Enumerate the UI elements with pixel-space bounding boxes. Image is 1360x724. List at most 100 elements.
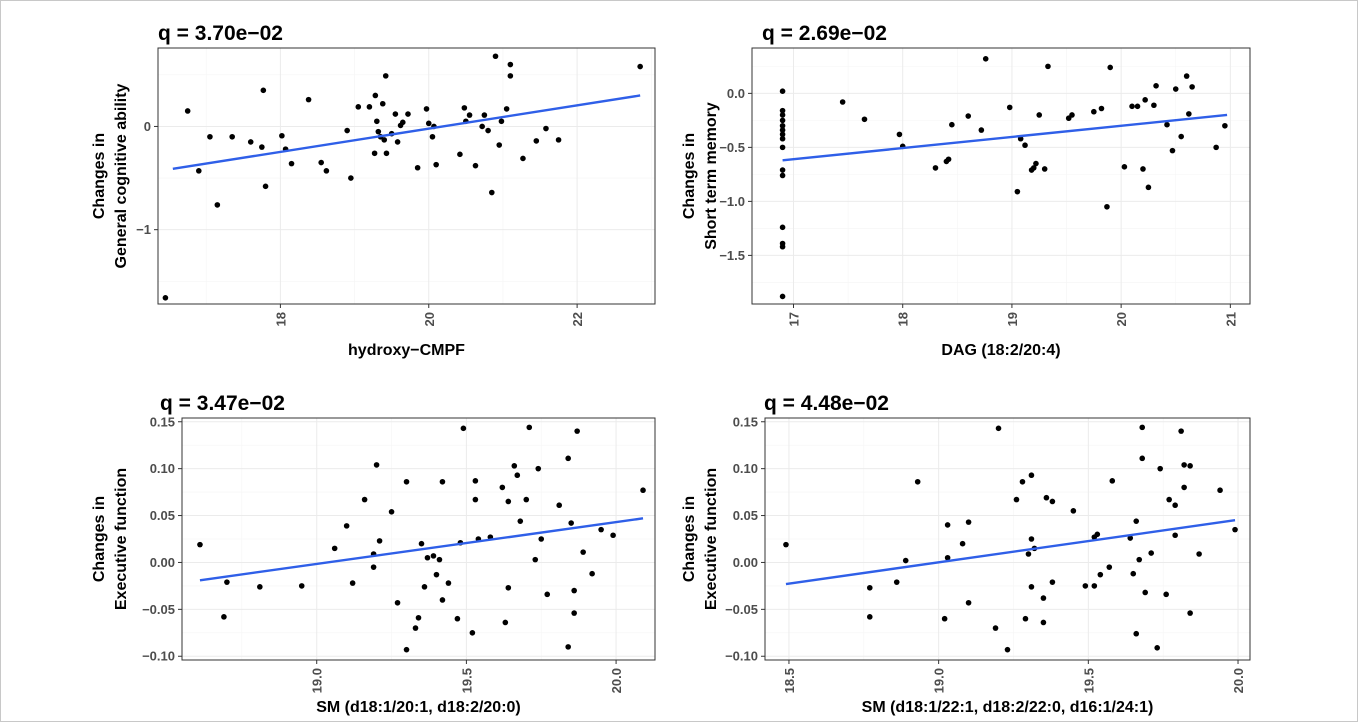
data-point [779,144,786,151]
panel-title: q = 4.48e−02 [764,392,889,415]
data-point [1022,142,1028,149]
data-point [348,175,354,181]
y-tick-label: 0 [144,119,151,134]
y-tick-label: 0.00 [733,555,758,570]
y-tick-label: −1 [136,222,151,237]
y-tick-label: −0.05 [725,602,758,617]
data-point [1049,579,1056,585]
data-point [433,571,440,578]
data-point [207,133,213,140]
x-tick-label: 18.5 [782,668,797,693]
data-point [505,584,512,591]
data-point [535,465,542,472]
data-point [1153,83,1159,89]
data-point [224,579,230,585]
y-axis-label: Executive function [703,468,720,610]
data-point [514,472,521,479]
data-point [379,100,386,107]
data-point [1127,535,1134,541]
data-point [421,584,428,590]
data-point [640,487,646,494]
data-point [1129,103,1135,110]
panel-title: q = 3.47e−02 [160,392,285,415]
data-point [1097,571,1104,578]
data-point [375,128,382,135]
data-point [779,172,786,179]
data-point [1091,583,1098,589]
data-point [1187,463,1193,469]
data-point [247,139,254,145]
data-point [1222,122,1228,129]
data-point [496,142,503,148]
x-tick-label: 22 [570,312,585,326]
data-point [503,106,510,112]
data-point [941,615,948,622]
data-point [1109,478,1116,484]
data-point [445,580,452,586]
data-point [1130,570,1137,577]
data-point [944,522,951,528]
data-point [779,135,786,142]
data-point [323,168,330,174]
data-point [839,99,846,105]
data-point [502,619,509,626]
data-point [779,224,786,231]
data-point [1030,165,1037,171]
data-point [779,167,786,173]
y-tick-label: 0.05 [150,508,175,523]
data-point [1133,630,1140,637]
data-point [779,112,786,118]
data-point [1178,133,1184,140]
regression-line [782,113,1228,162]
data-point [992,625,999,631]
data-point [949,121,955,128]
data-point [1121,164,1128,170]
data-point [779,293,786,300]
data-point [1157,465,1163,472]
data-point [1091,108,1097,115]
data-point [565,644,571,650]
data-point [637,63,643,70]
data-point [424,554,431,561]
data-point [383,150,390,157]
data-point [568,520,574,526]
data-point [598,526,604,533]
data-point [1004,646,1011,653]
data-point [221,614,227,620]
regression-line [785,519,1236,586]
data-point [349,580,356,586]
data-point [505,498,512,505]
data-point [388,508,395,515]
data-point [1040,595,1047,601]
data-point [355,104,362,110]
panel-border [764,417,1251,661]
data-point [520,155,526,162]
data-point [1181,462,1187,468]
y-tick-label: 0.15 [150,414,175,429]
data-point [571,610,577,616]
data-point [779,243,786,250]
data-point [343,523,350,529]
data-point [1154,645,1160,651]
y-axis-label: Changes in [91,133,108,219]
data-point [485,127,491,134]
data-point [1049,498,1056,505]
x-tick-label: 17 [787,312,802,326]
data-point [555,137,562,143]
data-point [472,496,479,503]
data-point [995,425,1002,432]
chart-panel-3: 19.0 19.5 20.0 −0.10 −0.05 0.00 0.05 0.10 0.15q … [91,392,656,716]
x-axis-label: DAG (18:2/20:4) [941,342,1060,359]
data-point [1045,63,1051,70]
data-point [461,105,468,111]
data-point [371,150,378,157]
data-point [589,570,595,577]
data-point [779,131,786,138]
data-point [366,104,373,110]
data-point [574,428,580,434]
data-point [257,584,263,590]
y-axis-label: Changes in [681,496,698,582]
data-point [425,120,432,127]
data-point [460,425,467,432]
